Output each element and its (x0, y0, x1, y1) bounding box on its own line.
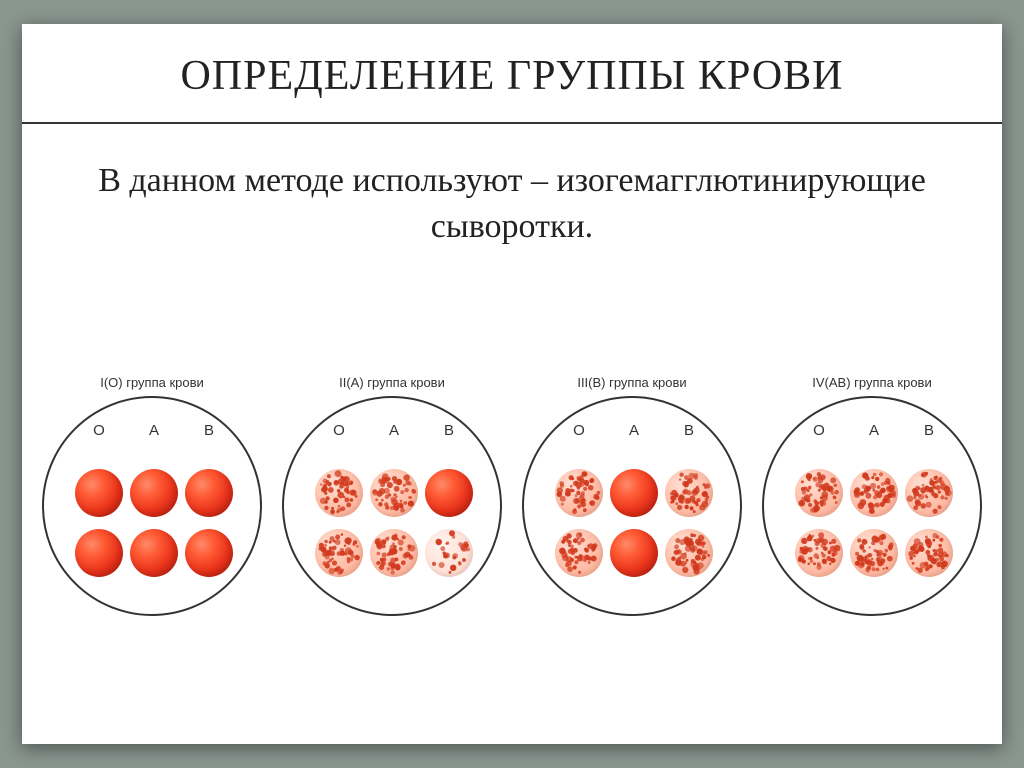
blood-drop (370, 469, 418, 517)
blood-drop (795, 529, 843, 577)
blood-drop (905, 529, 953, 577)
plate-wrap: I(O) группа крови O A B (42, 375, 262, 616)
serum-column-label: A (629, 422, 639, 439)
subtitle-box: В данном методе используют – изогемагглю… (22, 124, 1002, 278)
serum-column-label: O (93, 422, 105, 439)
plate-label: III(B) группа крови (577, 375, 686, 390)
blood-drop (555, 529, 603, 577)
blood-drop (905, 469, 953, 517)
plate-label: IV(AB) группа крови (812, 375, 931, 390)
blood-drop (665, 469, 713, 517)
serum-column-label: B (444, 422, 454, 439)
blood-drop (130, 469, 178, 517)
serum-column-label: A (149, 422, 159, 439)
serum-column-label: O (573, 422, 585, 439)
plate-wrap: III(B) группа крови O A B (522, 375, 742, 616)
plate-wrap: II(A) группа крови O A B (282, 375, 502, 616)
plate-label: I(O) группа крови (100, 375, 204, 390)
blood-drop (75, 529, 123, 577)
blood-drop (850, 529, 898, 577)
plate-dish: OAB (282, 396, 502, 616)
blood-drop (610, 529, 658, 577)
blood-drop (185, 529, 233, 577)
blood-drop (75, 469, 123, 517)
blood-drop (185, 469, 233, 517)
title-box: ОПРЕДЕЛЕНИЕ ГРУППЫ КРОВИ (22, 24, 1002, 124)
slide: ОПРЕДЕЛЕНИЕ ГРУППЫ КРОВИ В данном методе… (22, 24, 1002, 744)
serum-column-label: B (204, 422, 214, 439)
slide-subtitle: В данном методе используют – изогемагглю… (72, 158, 952, 250)
blood-drop (555, 469, 603, 517)
blood-drop (665, 529, 713, 577)
blood-drop (795, 469, 843, 517)
plates-row: I(O) группа крови O A B II(A) группа крови O A… (22, 278, 1002, 744)
blood-drop (315, 529, 363, 577)
plate-wrap: IV(AB) группа крови O A B (762, 375, 982, 616)
serum-column-label: B (924, 422, 934, 439)
plate-dish: OAB (42, 396, 262, 616)
serum-column-label: A (389, 422, 399, 439)
blood-drop (850, 469, 898, 517)
blood-drop (425, 469, 473, 517)
serum-column-label: O (333, 422, 345, 439)
serum-column-label: A (869, 422, 879, 439)
plate-dish: OAB (762, 396, 982, 616)
blood-drop (610, 469, 658, 517)
plate-label: II(A) группа крови (339, 375, 445, 390)
blood-drop (130, 529, 178, 577)
blood-drop (370, 529, 418, 577)
serum-column-label: B (684, 422, 694, 439)
plate-dish: OAB (522, 396, 742, 616)
serum-column-label: O (813, 422, 825, 439)
slide-title: ОПРЕДЕЛЕНИЕ ГРУППЫ КРОВИ (42, 52, 982, 100)
blood-drop (425, 529, 473, 577)
blood-drop (315, 469, 363, 517)
